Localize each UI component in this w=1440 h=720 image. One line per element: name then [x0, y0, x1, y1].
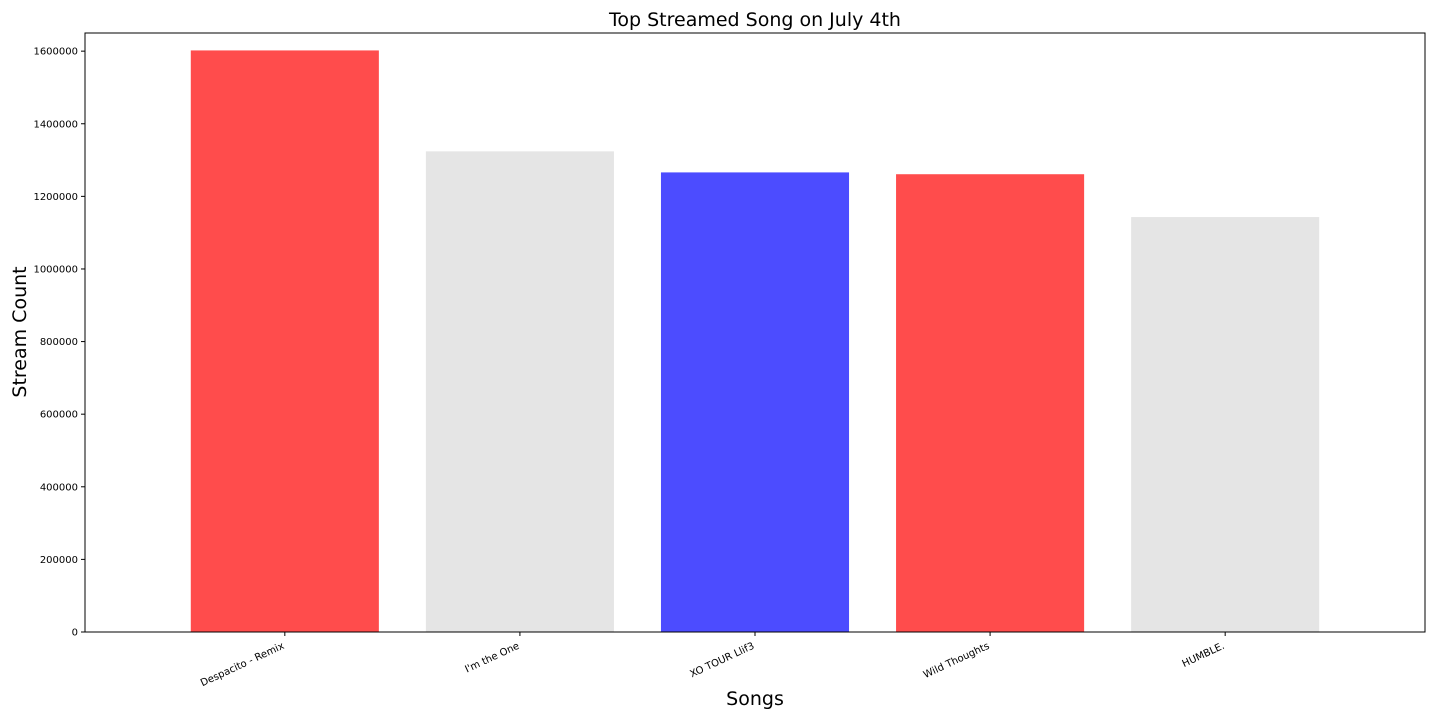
y-tick-label: 400000 — [40, 482, 78, 493]
x-tick-label: HUMBLE. — [1181, 641, 1227, 670]
y-axis-label: Stream Count — [9, 266, 31, 397]
bar-1 — [425, 151, 614, 632]
y-tick-label: 1000000 — [33, 264, 78, 275]
x-tick-label: Despacito - Remix — [199, 641, 286, 689]
x-tick-label: XO TOUR Llif3 — [688, 641, 756, 680]
y-tick-label: 1200000 — [33, 192, 78, 203]
x-axis-label: Songs — [726, 688, 784, 710]
bar-0 — [190, 50, 379, 632]
y-tick-label: 600000 — [40, 410, 78, 421]
y-tick-label: 800000 — [40, 337, 78, 348]
y-tick-label: 0 — [72, 628, 78, 639]
x-tick-label: Wild Thoughts — [922, 641, 991, 681]
bar-2 — [660, 172, 850, 633]
x-tick-label: I'm the One — [463, 641, 521, 676]
bars-group — [190, 50, 1320, 633]
y-tick-label: 200000 — [40, 555, 78, 566]
chart-title: Top Streamed Song on July 4th — [608, 9, 901, 31]
y-axis: 0 200000 400000 600000 800000 1000000 1200000 1… — [33, 47, 85, 639]
bar-4 — [1131, 217, 1320, 632]
bar-3 — [896, 174, 1085, 632]
x-axis: Despacito - Remix I'm the One XO TOUR Llif… — [199, 632, 1226, 689]
y-tick-label: 1600000 — [33, 47, 78, 58]
y-tick-label: 1400000 — [33, 119, 78, 130]
